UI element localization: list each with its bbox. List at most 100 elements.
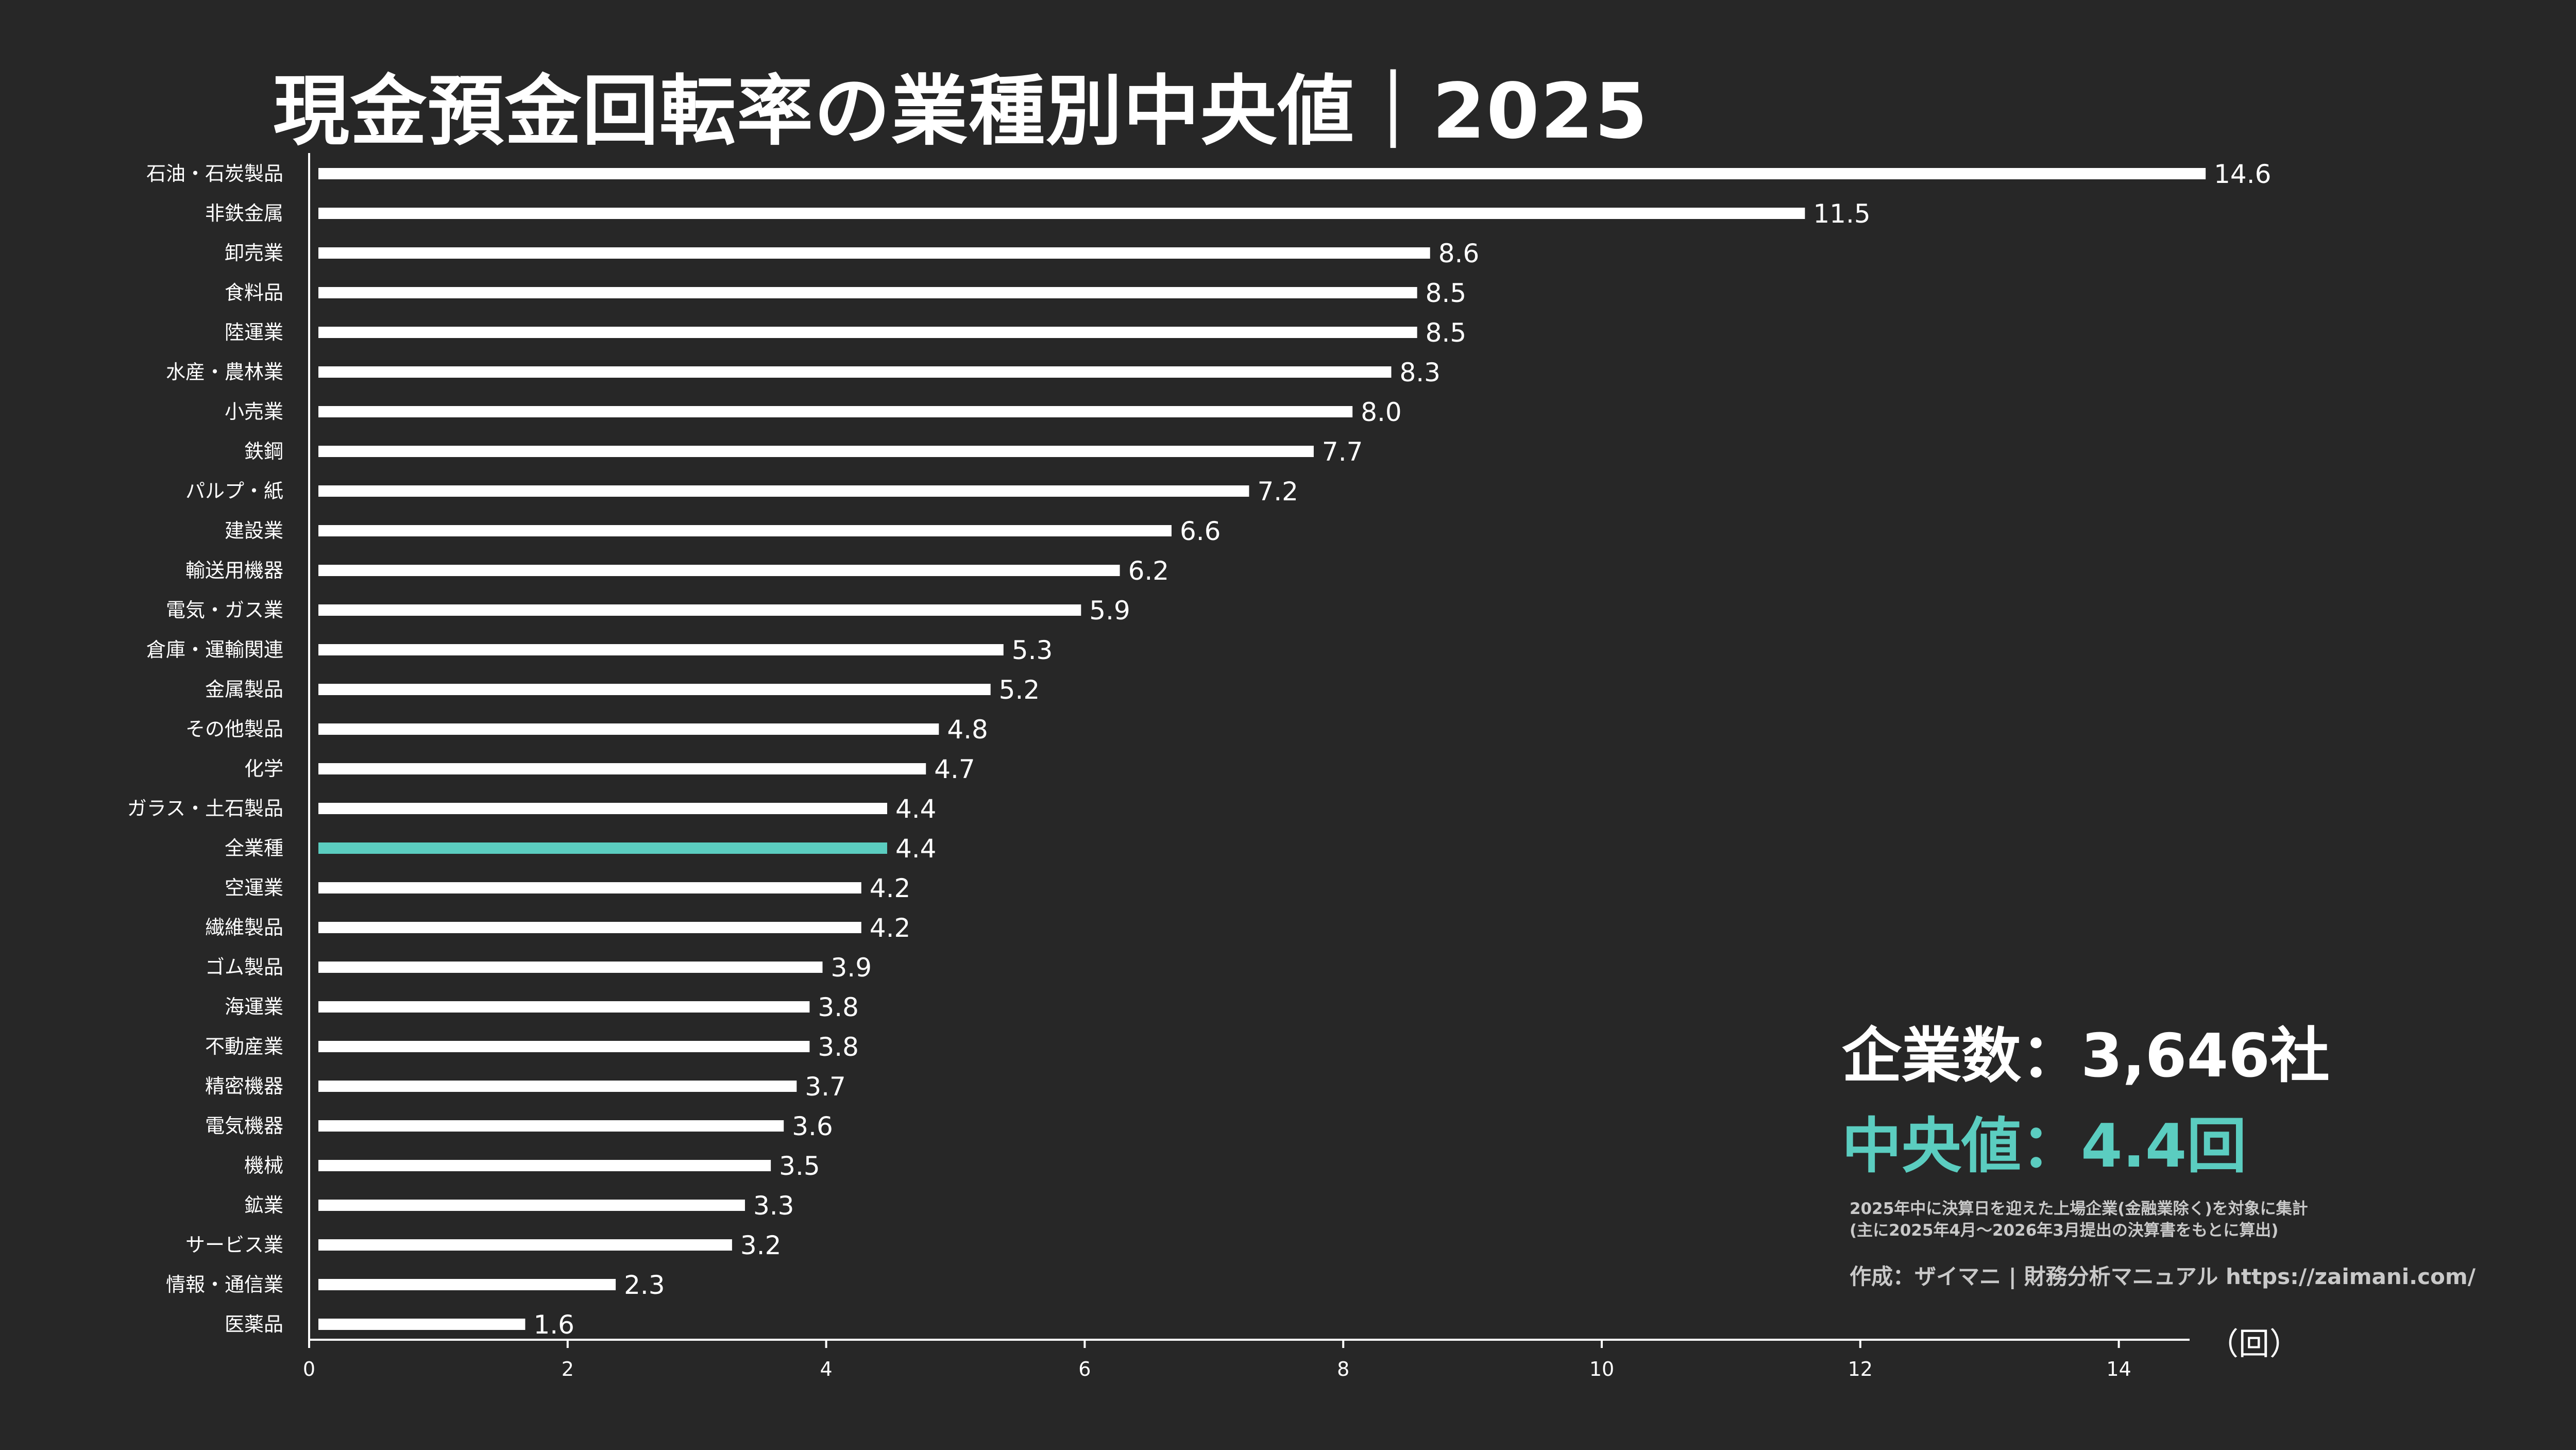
bar-5 <box>318 366 1392 378</box>
bar-28 <box>318 1279 616 1290</box>
bar-17 <box>318 842 887 854</box>
category-labels: 石油・石炭製品非鉄金属卸売業食料品陸運業水産・農林業小売業鉄鋼パルプ・紙建設業輸… <box>127 162 283 1336</box>
note-line-1: 2025年中に決算日を迎えた上場企業(金融業除く)を対象に集計 <box>1850 1200 2308 1218</box>
value-label-8: 7.2 <box>1257 477 1298 507</box>
bar-4 <box>318 327 1417 338</box>
x-tick-label-7: 14 <box>2106 1358 2131 1380</box>
value-label-2: 8.6 <box>1438 239 1480 268</box>
x-tick-label-4: 8 <box>1337 1358 1349 1380</box>
value-label-27: 3.2 <box>740 1230 782 1260</box>
median-stat: 中央値：4.4回 <box>1842 1111 2247 1181</box>
value-label-21: 3.8 <box>818 992 859 1022</box>
value-label-14: 4.8 <box>947 715 988 745</box>
bar-11 <box>318 604 1081 616</box>
value-label-0: 14.6 <box>2214 159 2271 189</box>
bar-3 <box>318 287 1417 298</box>
category-label-24: 電気機器 <box>205 1115 283 1137</box>
bar-6 <box>318 406 1353 417</box>
bar-15 <box>318 763 926 774</box>
value-label-11: 5.9 <box>1089 596 1130 626</box>
category-label-9: 建設業 <box>225 519 283 542</box>
category-label-6: 小売業 <box>225 400 283 423</box>
bar-21 <box>318 1001 810 1013</box>
bar-12 <box>318 644 1004 655</box>
category-label-10: 輸送用機器 <box>185 559 283 582</box>
value-label-3: 8.5 <box>1426 278 1467 308</box>
x-axis: 0 2 4 6 8 10 12 14 <box>303 153 2190 1380</box>
x-tick-label-0: 0 <box>303 1358 315 1380</box>
value-label-4: 8.5 <box>1426 318 1467 348</box>
bar-16 <box>318 803 887 814</box>
value-label-7: 7.7 <box>1322 437 1363 467</box>
x-tick-label-3: 6 <box>1078 1358 1091 1380</box>
value-label-16: 4.4 <box>895 794 937 824</box>
bar-9 <box>318 525 1172 536</box>
bar-2 <box>318 247 1430 259</box>
category-label-13: 金属製品 <box>205 678 283 701</box>
bar-20 <box>318 962 823 973</box>
category-label-7: 鉄鋼 <box>244 440 283 463</box>
category-label-15: 化学 <box>244 757 283 780</box>
x-axis-unit-label: （回） <box>2208 1326 2300 1362</box>
category-label-5: 水産・農林業 <box>166 361 283 383</box>
x-tick-label-6: 12 <box>1848 1358 1873 1380</box>
value-label-20: 3.9 <box>831 953 872 983</box>
value-label-25: 3.5 <box>779 1151 820 1181</box>
value-label-5: 8.3 <box>1399 358 1440 387</box>
bar-8 <box>318 485 1249 497</box>
category-label-23: 精密機器 <box>205 1075 283 1098</box>
note-line-2: (主に2025年4月～2026年3月提出の決算書をもとに算出) <box>1850 1221 2279 1240</box>
category-label-27: サービス業 <box>185 1234 283 1256</box>
value-label-9: 6.6 <box>1180 516 1221 546</box>
category-label-22: 不動産業 <box>205 1035 283 1058</box>
bar-0 <box>318 168 2206 179</box>
category-label-2: 卸売業 <box>225 242 283 264</box>
category-label-21: 海運業 <box>225 996 283 1018</box>
x-tick-label-1: 2 <box>562 1358 574 1380</box>
bar-14 <box>318 723 939 735</box>
bar-27 <box>318 1239 732 1251</box>
value-label-17: 4.4 <box>895 834 937 864</box>
bar-23 <box>318 1081 797 1092</box>
value-label-19: 4.2 <box>870 913 911 943</box>
category-label-8: パルプ・紙 <box>185 480 283 502</box>
bar-19 <box>318 922 861 933</box>
category-label-28: 情報・通信業 <box>166 1273 283 1296</box>
value-label-26: 3.3 <box>753 1191 794 1221</box>
category-label-29: 医薬品 <box>225 1313 283 1336</box>
category-label-1: 非鉄金属 <box>205 202 283 225</box>
bar-22 <box>318 1041 810 1052</box>
category-label-18: 空運業 <box>225 876 283 899</box>
value-label-1: 11.5 <box>1813 199 1870 229</box>
bar-10 <box>318 565 1120 576</box>
x-tick-label-5: 10 <box>1589 1358 1614 1380</box>
category-label-0: 石油・石炭製品 <box>146 162 283 185</box>
category-label-4: 陸運業 <box>225 321 283 344</box>
value-label-18: 4.2 <box>870 873 911 903</box>
bar-7 <box>318 446 1314 457</box>
category-label-16: ガラス・土石製品 <box>127 797 283 820</box>
bar-25 <box>318 1160 771 1171</box>
value-label-24: 3.6 <box>792 1111 833 1141</box>
category-label-3: 食料品 <box>225 281 283 304</box>
bar-26 <box>318 1200 745 1211</box>
value-label-13: 5.2 <box>999 675 1040 705</box>
value-label-22: 3.8 <box>818 1032 859 1062</box>
bar-29 <box>318 1319 526 1330</box>
value-label-15: 4.7 <box>934 754 975 784</box>
value-label-28: 2.3 <box>624 1270 665 1300</box>
category-label-17: 全業種 <box>225 837 283 859</box>
value-label-23: 3.7 <box>805 1072 846 1102</box>
credit-text: 作成：ザイマニ | 財務分析マニュアル https://zaimani.com/ <box>1850 1264 2476 1289</box>
category-label-14: その他製品 <box>185 718 283 740</box>
category-label-26: 鉱業 <box>244 1194 283 1217</box>
category-label-19: 繊維製品 <box>205 916 283 939</box>
value-labels: 14.6 11.5 8.6 8.5 8.5 8.3 8.0 7.7 7.2 6.6 6.2 5.9 5.… <box>533 159 2271 1340</box>
bar-18 <box>318 882 861 893</box>
category-label-12: 倉庫・運輸関連 <box>146 638 283 661</box>
value-label-29: 1.6 <box>533 1310 574 1340</box>
bar-13 <box>318 684 991 695</box>
bar-24 <box>318 1120 784 1132</box>
category-label-20: ゴム製品 <box>205 956 283 979</box>
